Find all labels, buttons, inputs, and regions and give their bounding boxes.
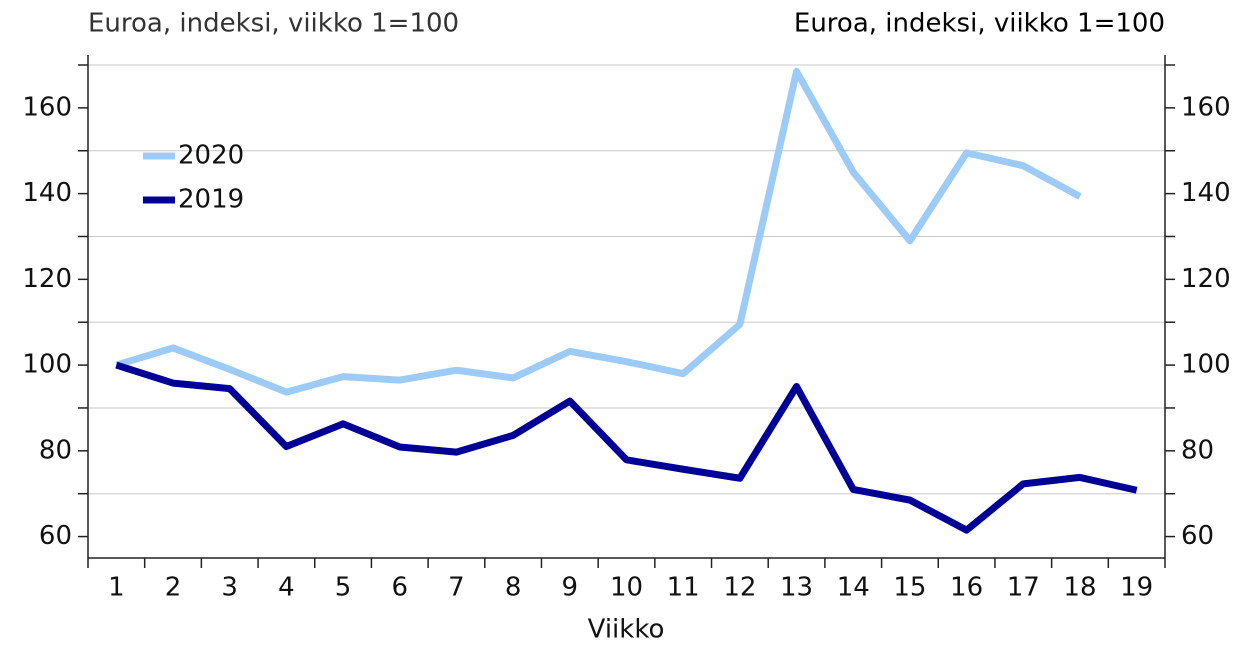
y-tick-label: 140 — [22, 178, 72, 208]
y-tick-label: 120 — [22, 264, 72, 294]
y2-tick-label: 140 — [1181, 178, 1231, 208]
x-tick-label: 14 — [837, 573, 870, 603]
x-tick-label: 15 — [893, 573, 926, 603]
x-tick-label: 3 — [221, 573, 238, 603]
y2-tick-label: 100 — [1181, 350, 1231, 380]
x-tick-label: 6 — [391, 573, 408, 603]
x-tick-label: 16 — [950, 573, 983, 603]
x-tick-label: 17 — [1007, 573, 1040, 603]
y2-axis-label: Euroa, indeksi, viikko 1=100 — [794, 9, 1165, 39]
y-tick-label: 80 — [39, 435, 72, 465]
x-tick-label: 13 — [780, 573, 813, 603]
legend-label: 2019 — [178, 185, 244, 215]
x-tick-label: 4 — [278, 573, 295, 603]
series-line — [115, 361, 1138, 534]
x-tick-label: 9 — [562, 573, 579, 603]
y-tick-label: 100 — [22, 350, 72, 380]
x-tick-label: 10 — [610, 573, 643, 603]
y2-tick-label: 80 — [1181, 435, 1214, 465]
x-tick-label: 19 — [1120, 573, 1153, 603]
x-tick-label: 5 — [335, 573, 352, 603]
x-axis-label: Viikko — [588, 615, 665, 645]
x-tick-label: 8 — [505, 573, 522, 603]
y-axis-label: Euroa, indeksi, viikko 1=100 — [88, 9, 459, 39]
legend-label: 2020 — [178, 141, 244, 171]
x-tick-label: 2 — [165, 573, 182, 603]
x-tick-label: 1 — [108, 573, 125, 603]
y2-tick-label: 160 — [1181, 92, 1231, 122]
y2-tick-label: 120 — [1181, 264, 1231, 294]
x-tick-label: 18 — [1063, 573, 1096, 603]
y-tick-label: 60 — [39, 521, 72, 551]
y2-tick-label: 60 — [1181, 521, 1214, 551]
series-line — [115, 67, 1082, 396]
x-tick-label: 7 — [448, 573, 465, 603]
y-tick-label: 160 — [22, 92, 72, 122]
x-tick-label: 11 — [667, 573, 700, 603]
x-tick-label: 12 — [723, 573, 756, 603]
